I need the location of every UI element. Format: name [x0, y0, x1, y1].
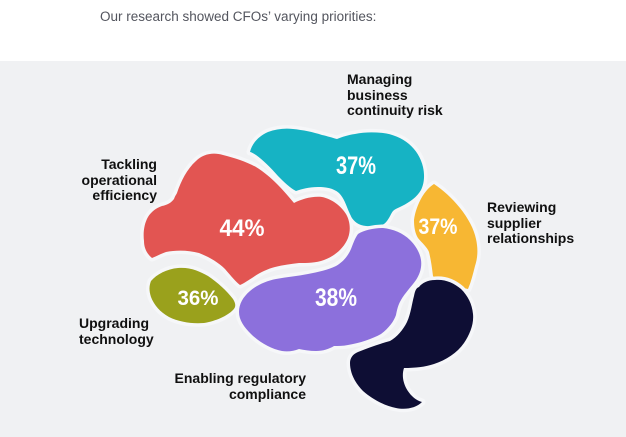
svg-text:37%: 37%	[336, 152, 376, 180]
svg-text:44%: 44%	[220, 215, 265, 242]
svg-text:36%: 36%	[178, 286, 219, 310]
svg-text:37%: 37%	[419, 214, 458, 239]
svg-text:38%: 38%	[315, 284, 357, 312]
